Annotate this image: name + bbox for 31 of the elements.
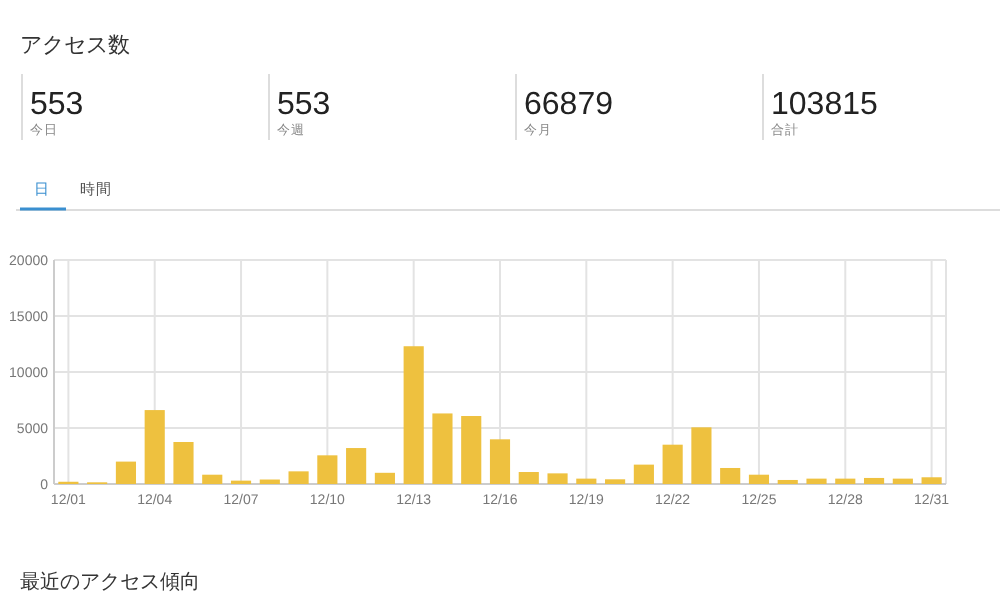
text: 553 (277, 88, 331, 122)
bar (720, 467, 741, 484)
bar (489, 439, 511, 484)
text: 103815 (771, 88, 878, 122)
bar (662, 444, 683, 484)
bar (691, 427, 712, 484)
bar (518, 472, 539, 484)
bar (461, 416, 482, 484)
bar (317, 455, 338, 484)
bar (748, 474, 770, 484)
bar (403, 346, 424, 484)
bar (173, 442, 194, 484)
bar (144, 410, 165, 484)
bar (806, 478, 827, 484)
bar (921, 477, 942, 484)
bar (633, 464, 654, 484)
bar (892, 478, 913, 484)
bar (346, 448, 367, 484)
text: 553 (30, 88, 84, 122)
bar (863, 477, 885, 484)
text: アクセス数 (20, 34, 130, 58)
bar (547, 473, 568, 484)
bar (432, 413, 453, 484)
bar (374, 472, 395, 484)
bar (202, 474, 223, 484)
bar (115, 461, 137, 484)
bar (288, 471, 309, 484)
text: 66879 (524, 88, 614, 122)
text: 最近のアクセス傾向 (20, 570, 200, 594)
bar (835, 478, 856, 484)
bar (576, 478, 597, 484)
